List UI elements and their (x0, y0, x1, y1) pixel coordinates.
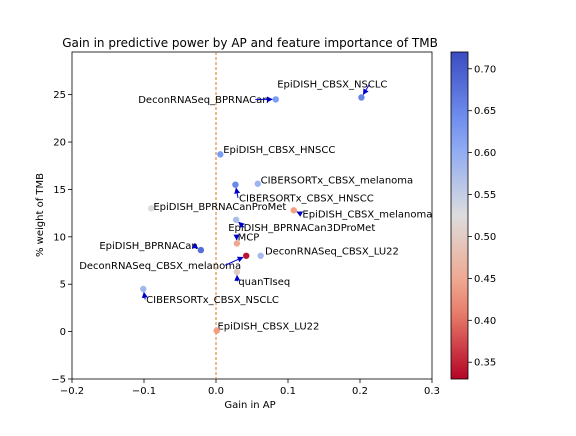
annotation-arrow (144, 292, 145, 299)
data-point (148, 205, 154, 211)
point-annotation: DeconRNASeq_CBSX_melanoma (79, 261, 241, 272)
colorbar-tick-label: 0.40 (474, 316, 496, 327)
point-annotation: EpiDISH_CBSX_melanoma (302, 210, 432, 221)
point-annotation: MCP (238, 232, 260, 243)
point-annotation: DeconRNASeq_CBSX_LU22 (265, 247, 399, 258)
chart-title: Gain in predictive power by AP and featu… (62, 36, 438, 50)
y-tick-label: 20 (53, 138, 66, 149)
y-tick-label: 0 (60, 327, 66, 338)
x-tick-label: 0.3 (424, 386, 440, 397)
colorbar-gradient (451, 52, 468, 379)
annotation-arrow (297, 212, 302, 214)
data-point (217, 151, 223, 157)
data-point (243, 253, 249, 259)
colorbar-tick-label: 0.50 (474, 232, 496, 243)
colorbar-tick-label: 0.45 (474, 274, 496, 285)
colorbar-tick-label: 0.70 (474, 64, 496, 75)
x-tick-label: −0.1 (132, 386, 156, 397)
colorbar-tick-label: 0.55 (474, 190, 496, 201)
y-tick-label: 15 (53, 185, 66, 196)
y-axis-label: % weight of TMB (35, 173, 46, 257)
point-annotation: quanTIseq (238, 277, 290, 288)
data-point (232, 181, 238, 187)
colorbar-tick-label: 0.60 (474, 148, 496, 159)
point-annotation: EpiDISH_CBSX_NSCLC (277, 80, 387, 91)
y-tick-label: −5 (51, 375, 66, 386)
point-annotation: EpiDISH_BPRNACanProMet (153, 202, 286, 213)
x-axis-label: Gain in AP (224, 400, 275, 411)
x-tick-label: −0.2 (60, 386, 84, 397)
data-point (273, 96, 279, 102)
y-tick-label: 10 (53, 232, 66, 243)
point-annotation: EpiDISH_BPRNACan (99, 241, 197, 252)
data-point (255, 181, 261, 187)
data-point (291, 207, 297, 213)
annotation-arrow (236, 188, 238, 198)
x-tick-label: 0.2 (352, 386, 368, 397)
data-point (198, 247, 204, 253)
y-tick-label: 5 (60, 280, 66, 291)
point-annotation: DeconRNASeq_BPRNACan (138, 95, 268, 106)
data-point (358, 94, 364, 100)
data-point (257, 253, 263, 259)
colorbar: 0.35 0.40 0.45 0.50 0.55 0.60 0.65 0.70 (451, 52, 496, 379)
data-point (234, 269, 240, 275)
x-tick-label: 0.0 (208, 386, 224, 397)
data-point (214, 327, 220, 333)
point-annotation: EpiDISH_CBSX_LU22 (217, 321, 319, 332)
data-point (233, 217, 239, 223)
data-point (234, 240, 240, 246)
colorbar-tick-label: 0.35 (474, 358, 496, 369)
plot-area: −0.2 −0.1 0.0 0.1 0.2 0.3 −5 0 5 10 15 20 25 EpiDISH_… (51, 52, 440, 397)
y-tick-label: 25 (53, 90, 66, 101)
point-annotation: CIBERSORTx_CBSX_NSCLC (146, 295, 279, 306)
x-tick-label: 0.1 (280, 386, 296, 397)
colorbar-tick-label: 0.65 (474, 106, 496, 117)
data-point (140, 286, 146, 292)
point-annotation: EpiDISH_CBSX_HNSCC (223, 145, 335, 156)
point-annotation: CIBERSORTx_CBSX_melanoma (261, 175, 414, 186)
